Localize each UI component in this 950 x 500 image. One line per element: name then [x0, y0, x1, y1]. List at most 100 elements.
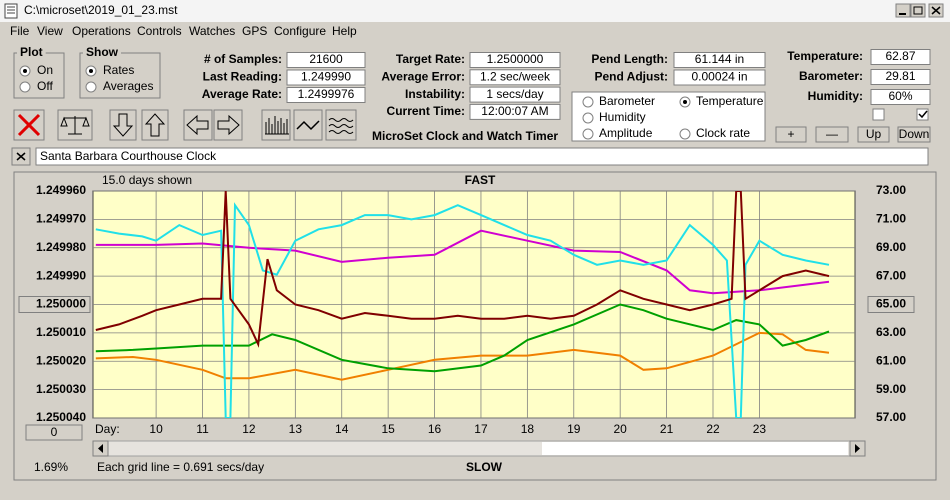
field-box[interactable]: [673, 69, 766, 86]
normal-icon: [296, 120, 320, 131]
down-arrow-icon: [112, 113, 134, 137]
menu-item[interactable]: Controls: [137, 24, 182, 38]
minimize-button[interactable]: [895, 3, 911, 18]
field-box[interactable]: [673, 52, 766, 68]
app-title: MicroSet Clock and Watch Timer: [372, 129, 558, 143]
menu-item[interactable]: View: [37, 24, 63, 38]
field-label: Target Rate:: [396, 52, 465, 66]
y2-tick-label: 63.00: [876, 325, 906, 339]
field-label: Average Rate:: [202, 87, 282, 101]
status-percent: 1.69%: [34, 460, 68, 474]
radio-dot: [89, 69, 93, 73]
clock-name: Santa Barbara Courthouse Clock: [40, 149, 217, 163]
y-tick-label: 1.250020: [36, 353, 86, 367]
y2-tick-label: 61.00: [876, 353, 906, 367]
adjust-button[interactable]: [897, 126, 931, 143]
y-tick-label: 1.250030: [36, 382, 86, 396]
scroll-left-button[interactable]: [183, 109, 213, 141]
expand-icon: [328, 118, 354, 134]
field-value: 62.87: [885, 49, 915, 63]
legend-radio[interactable]: [582, 128, 594, 140]
scrollbar: [92, 440, 866, 457]
adjust-button[interactable]: [775, 126, 807, 143]
app-icon: [4, 3, 18, 19]
field-value: 12:00:07 AM: [481, 104, 548, 118]
compress-button[interactable]: [261, 109, 291, 141]
x-tick-label: 18: [521, 422, 535, 436]
field-label: # of Samples:: [204, 52, 282, 66]
adjust-button[interactable]: [815, 126, 849, 143]
field-box[interactable]: [870, 89, 931, 105]
series-line: [95, 202, 830, 418]
x-tick-label: 16: [428, 422, 442, 436]
field-box[interactable]: [469, 103, 561, 120]
field-box[interactable]: [469, 69, 561, 86]
menu-item[interactable]: GPS: [242, 24, 267, 38]
compress-icon: [265, 116, 289, 135]
field-label: Humidity:: [808, 89, 863, 103]
clock-name-field[interactable]: [35, 147, 929, 166]
y2-tick-label: 67.00: [876, 268, 906, 282]
title-bar: [0, 0, 950, 22]
x-tick-label: 17: [474, 422, 488, 436]
legend-radio[interactable]: [582, 96, 594, 108]
field-box[interactable]: [469, 52, 561, 68]
field-value: 1.2 sec/week: [480, 69, 551, 83]
adjust-button-label: Up: [866, 127, 882, 141]
legend-radio[interactable]: [582, 112, 594, 124]
group-title-bg: [83, 46, 121, 60]
menu-item[interactable]: Help: [332, 24, 357, 38]
field-value: 60%: [888, 89, 912, 103]
field-box[interactable]: [286, 69, 366, 86]
x-tick-label: 11: [196, 422, 209, 436]
field-box[interactable]: [870, 69, 931, 85]
menu-item[interactable]: Watches: [189, 24, 235, 38]
adjust-button[interactable]: [857, 126, 890, 143]
x-tick-label: 19: [567, 422, 581, 436]
adjust-button-label: Down: [899, 127, 930, 141]
x-tick-label: 15: [381, 422, 395, 436]
checkbox[interactable]: [872, 108, 885, 121]
legend-radio[interactable]: [679, 128, 691, 140]
scroll-right-button[interactable]: [213, 109, 243, 141]
x-axis-label: Day:: [95, 422, 120, 436]
legend-label: Barometer: [599, 94, 655, 108]
series-line: [95, 229, 830, 295]
menu-item[interactable]: File: [10, 24, 30, 38]
scroll-right-glyph: [855, 444, 860, 453]
radio-button[interactable]: [19, 81, 31, 93]
field-label: Temperature:: [787, 49, 863, 63]
menu-item[interactable]: Configure: [274, 24, 326, 38]
x-tick-label: 10: [149, 422, 163, 436]
field-label: Pend Length:: [591, 52, 668, 66]
checkbox[interactable]: [916, 108, 929, 121]
maximize-button[interactable]: [910, 3, 926, 18]
field-label: Pend Adjust:: [594, 70, 668, 84]
menu-item[interactable]: Operations: [72, 24, 131, 38]
legend-radio-dot: [683, 100, 687, 104]
x-tick-label: 22: [706, 422, 720, 436]
offset-button[interactable]: [25, 424, 83, 441]
radio-button[interactable]: [85, 81, 97, 93]
offset-button-label: 0: [51, 425, 58, 439]
radio-label: On: [37, 63, 53, 77]
x-tick-label: 23: [753, 422, 767, 436]
app-icon-lines: [7, 6, 15, 14]
group-title: Show: [86, 45, 119, 59]
scroll-thumb[interactable]: [542, 442, 848, 455]
up-arrow-icon: [144, 113, 166, 137]
adjust-button-label: —: [826, 127, 838, 141]
scroll-down-button[interactable]: [109, 109, 137, 141]
x-tick-label: 20: [614, 422, 628, 436]
scroll-up-button[interactable]: [141, 109, 169, 141]
field-box[interactable]: [286, 52, 366, 68]
radio-label: Rates: [103, 63, 134, 77]
field-label: Barometer:: [799, 69, 863, 83]
field-box[interactable]: [469, 86, 561, 103]
slow-label: SLOW: [466, 460, 503, 474]
x-tick-label: 14: [335, 422, 349, 436]
field-box[interactable]: [870, 49, 931, 65]
field-box[interactable]: [286, 87, 366, 103]
y2-tick-label: 69.00: [876, 240, 906, 254]
